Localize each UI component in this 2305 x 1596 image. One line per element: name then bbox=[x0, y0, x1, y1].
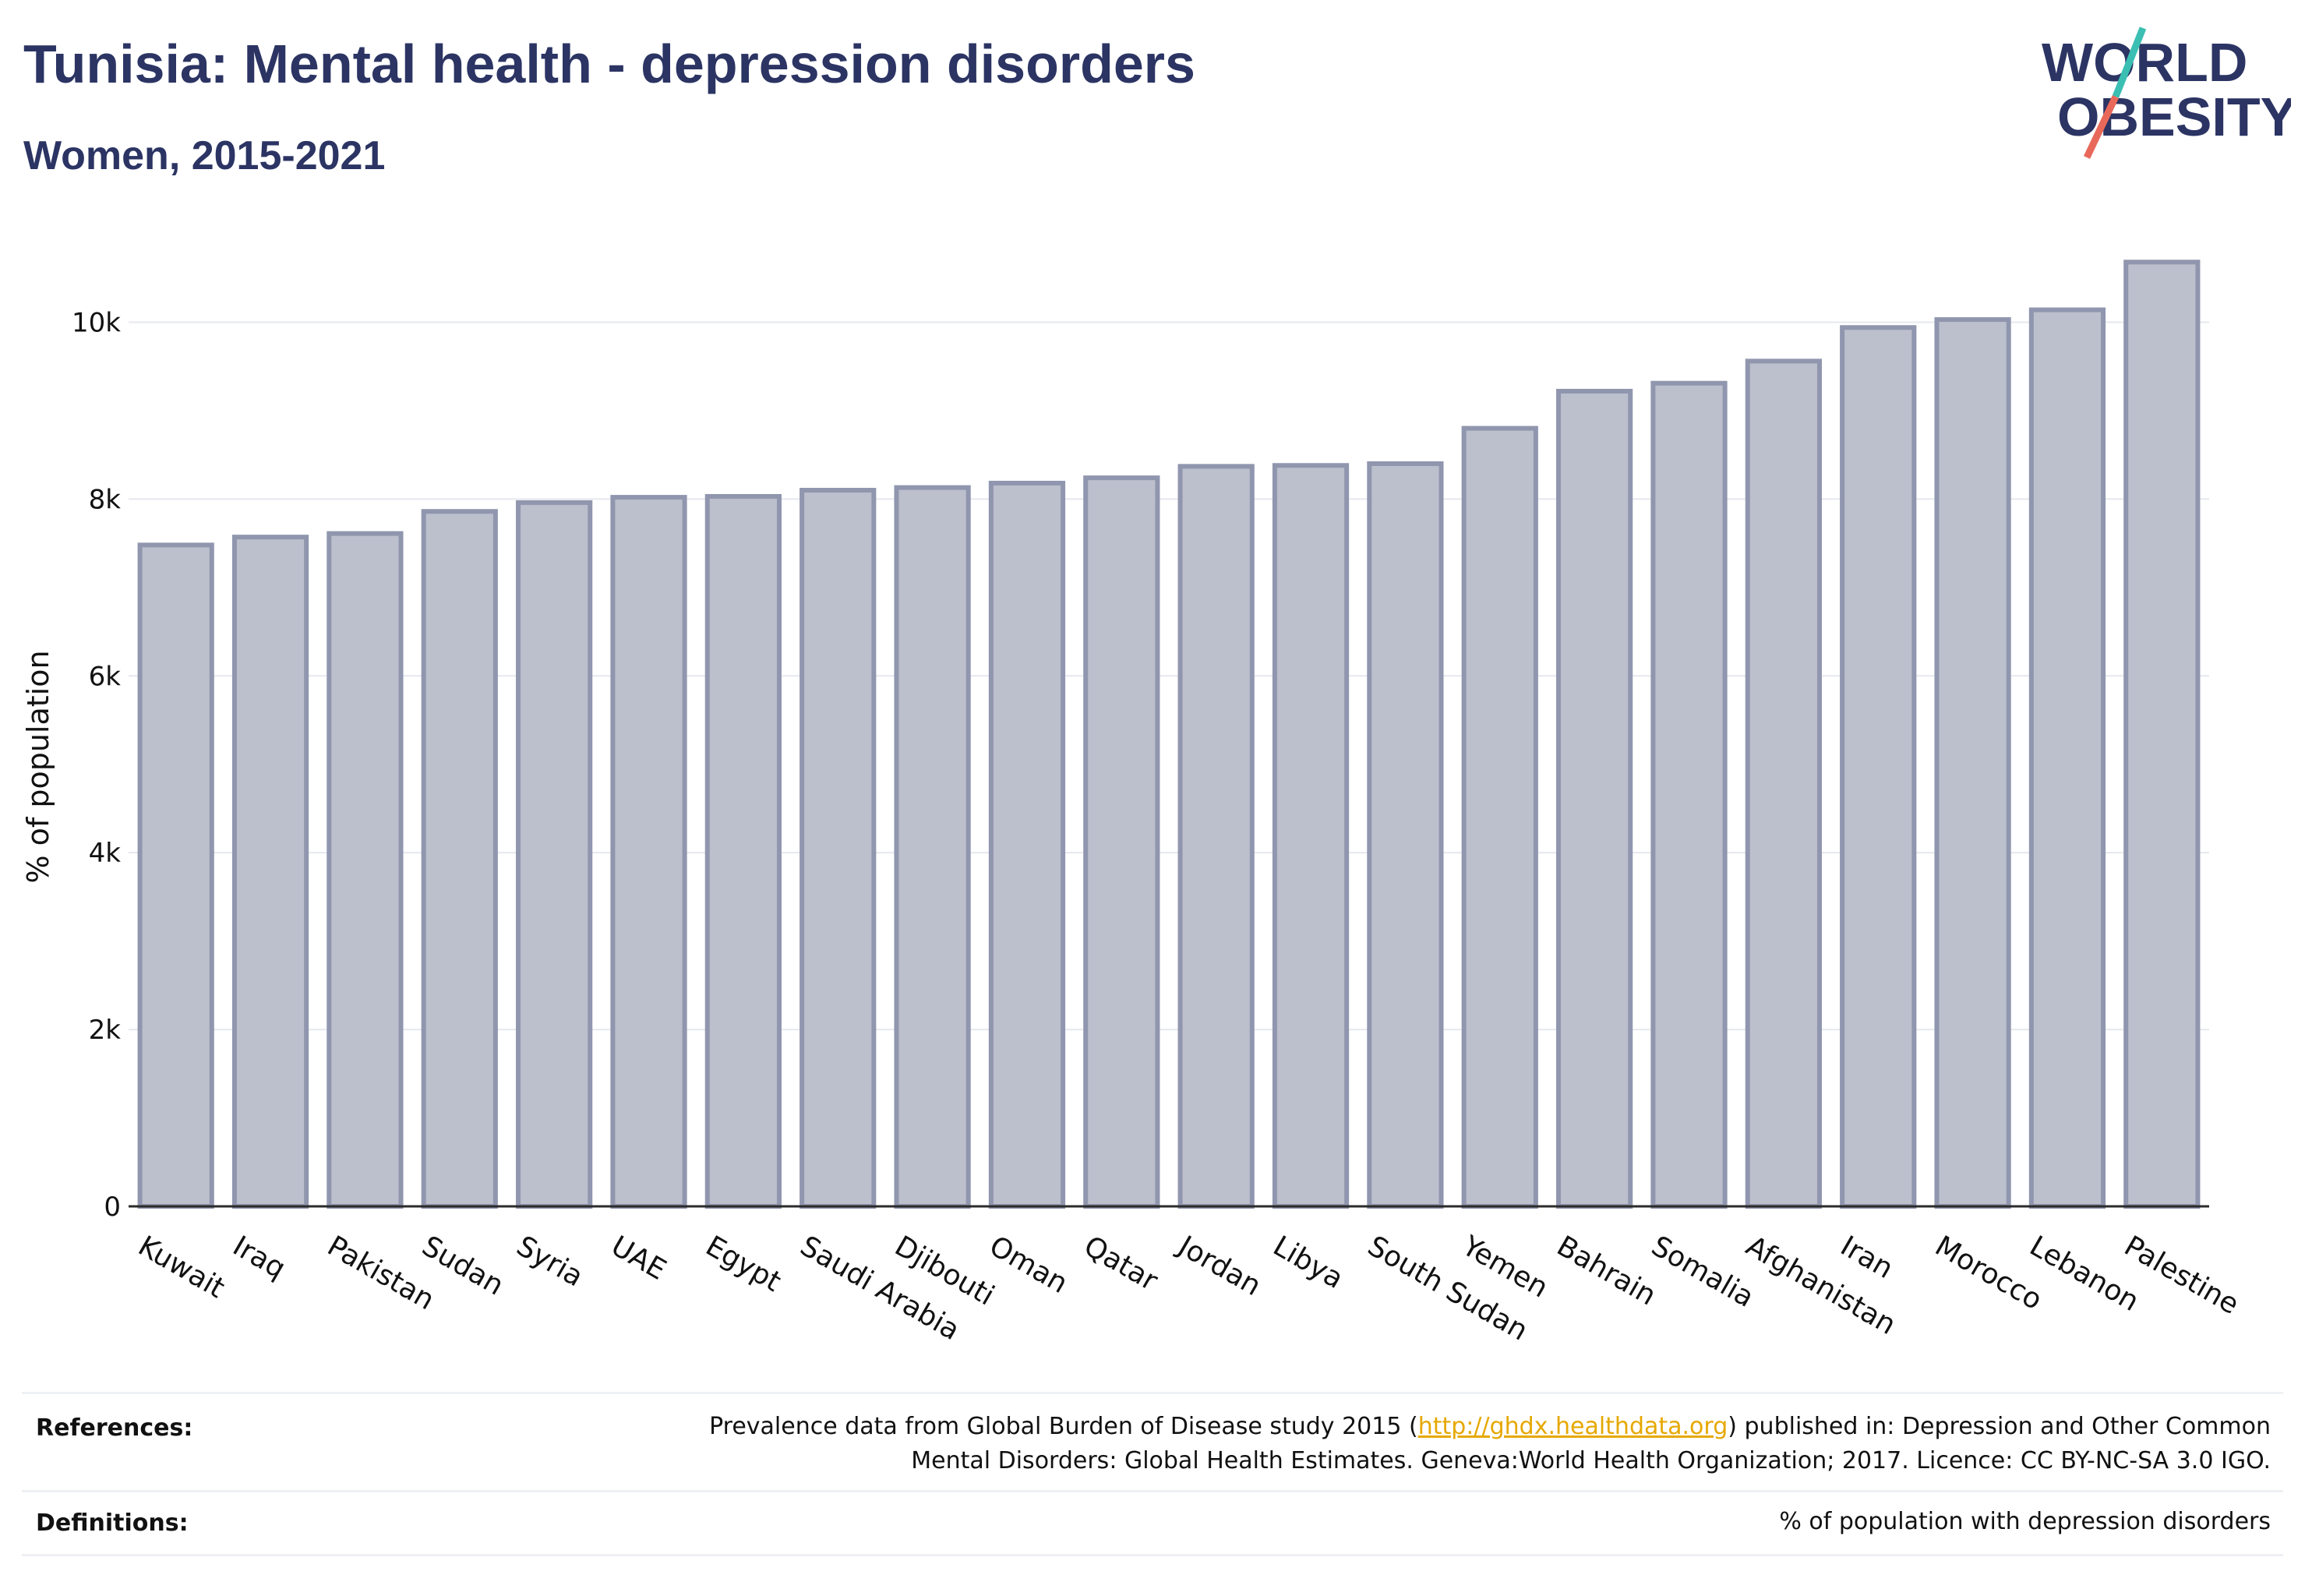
x-tick-label: Morocco bbox=[1929, 1230, 2047, 1316]
bars bbox=[137, 260, 2201, 1209]
x-tick-label: Saudi Arabia bbox=[795, 1230, 965, 1347]
chart-subtitle: Women, 2015-2021 bbox=[23, 133, 386, 178]
bar-oman bbox=[988, 480, 1066, 1209]
bar-south-sudan bbox=[1367, 461, 1444, 1209]
references-text-2: ) published in: Depression and Other Com… bbox=[1728, 1413, 2271, 1440]
bar-kuwait bbox=[137, 542, 214, 1209]
x-tick-label: Iraq bbox=[228, 1230, 291, 1285]
chart-title: Tunisia: Mental health - depression diso… bbox=[23, 34, 1195, 94]
x-tick-label: Egypt bbox=[701, 1230, 786, 1298]
x-tick-label: Bahrain bbox=[1551, 1230, 1661, 1312]
bar-pakistan bbox=[327, 531, 404, 1209]
references-text-1: Prevalence data from Global Burden of Di… bbox=[709, 1413, 1418, 1440]
y-axis-label: % of population bbox=[21, 650, 55, 883]
bar-qatar bbox=[1083, 475, 1160, 1209]
bar-morocco bbox=[1934, 317, 2011, 1209]
logo-slash-bottom bbox=[2083, 95, 2120, 159]
y-tick-label: 6k bbox=[89, 661, 122, 692]
bar-saudi-arabia bbox=[800, 488, 877, 1209]
bar-somalia bbox=[1650, 380, 1728, 1209]
x-tick-label: Qatar bbox=[1078, 1230, 1163, 1297]
x-tick-label: Somalia bbox=[1646, 1230, 1759, 1314]
references-label: References: bbox=[36, 1414, 193, 1442]
y-tick-label: 4k bbox=[89, 838, 122, 869]
bar-yemen bbox=[1461, 425, 1538, 1209]
bar-afghanistan bbox=[1745, 358, 1822, 1209]
logo-line-1: WORLD bbox=[2042, 32, 2247, 93]
logo-slash-top bbox=[2112, 26, 2147, 98]
x-tick-label: Iran bbox=[1835, 1230, 1898, 1285]
x-tick-label: South Sudan bbox=[1362, 1230, 1533, 1347]
bar-djibouti bbox=[894, 485, 971, 1209]
y-tick-labels: 0 2k 4k 6k 8k 10k bbox=[72, 307, 121, 1223]
bar-iraq bbox=[231, 535, 309, 1209]
bar-bahrain bbox=[1556, 388, 1633, 1209]
references-row: References: Prevalence data from Global … bbox=[22, 1392, 2283, 1492]
x-tick-label: Palestine bbox=[2119, 1230, 2244, 1321]
x-tick-label: Syria bbox=[511, 1230, 588, 1293]
bar-palestine bbox=[2123, 260, 2201, 1209]
x-tick-label: Oman bbox=[984, 1230, 1073, 1300]
definitions-row: Definitions: % of population with depres… bbox=[22, 1490, 2283, 1556]
bar-jordan bbox=[1177, 464, 1255, 1209]
y-tick-label: 10k bbox=[72, 307, 121, 338]
world-obesity-logo: WORLD OBESITY bbox=[2042, 26, 2291, 159]
x-tick-label: Kuwait bbox=[132, 1230, 230, 1305]
definitions-text: % of population with depression disorder… bbox=[1779, 1508, 2271, 1535]
x-tick-label: UAE bbox=[605, 1230, 671, 1286]
x-tick-label: Pakistan bbox=[322, 1230, 439, 1316]
references-link[interactable]: http://ghdx.healthdata.org bbox=[1417, 1413, 1728, 1440]
bar-syria bbox=[516, 500, 593, 1209]
y-tick-label: 2k bbox=[89, 1015, 122, 1046]
y-tick-label: 0 bbox=[104, 1192, 121, 1223]
x-tick-label: Lebanon bbox=[2024, 1230, 2144, 1318]
y-tick-label: 8k bbox=[89, 484, 122, 515]
x-tick-label: Libya bbox=[1268, 1230, 1349, 1295]
footer-bottom-rule bbox=[22, 1554, 2283, 1556]
references-text-3: Mental Disorders: Global Health Estimate… bbox=[911, 1447, 2271, 1474]
bar-libya bbox=[1272, 463, 1350, 1209]
bar-sudan bbox=[421, 509, 498, 1209]
references-text: Prevalence data from Global Burden of Di… bbox=[709, 1410, 2271, 1478]
definitions-label: Definitions: bbox=[36, 1509, 189, 1537]
bar-lebanon bbox=[2028, 307, 2106, 1209]
bar-uae bbox=[610, 495, 687, 1209]
bar-egypt bbox=[704, 493, 782, 1209]
x-tick-label: Jordan bbox=[1172, 1229, 1266, 1302]
bar-iran bbox=[1840, 325, 1917, 1209]
